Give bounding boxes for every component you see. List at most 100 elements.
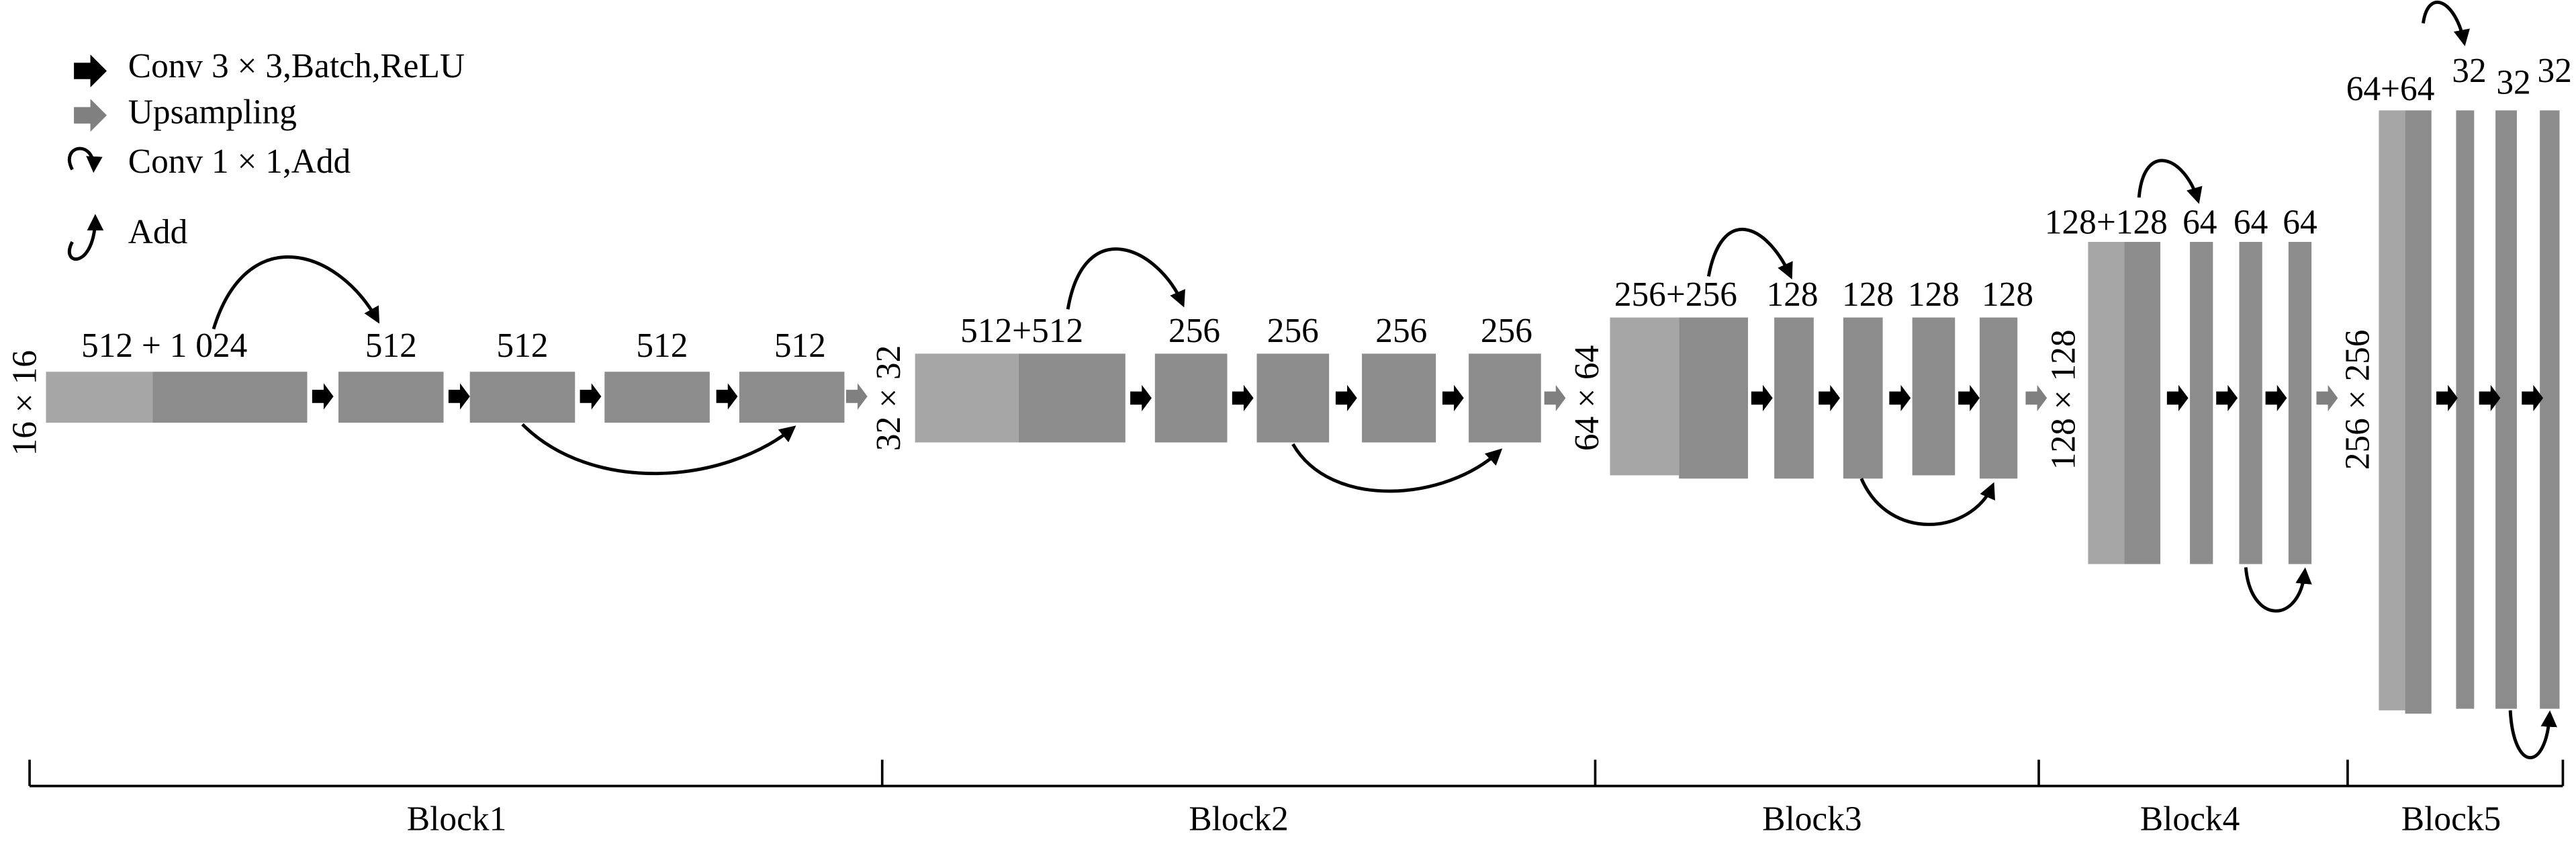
block-label: Block5 [2401,800,2501,838]
conv1-add-arrow [2422,0,2470,46]
channel-label: 128 [1842,275,1894,314]
channel-label: 256 [1168,312,1220,350]
channel-label: 64 [2234,203,2268,241]
conv-arrow [2216,384,2238,411]
conv-arrow [2522,384,2544,411]
block-scale [28,759,2565,787]
conv-arrow [2166,384,2189,411]
conv-arrow [2265,384,2287,411]
channel-label: 128+128 [2045,203,2168,241]
upsample-arrow [845,383,868,410]
feature-map [1912,317,1956,476]
feature-map [2495,110,2517,709]
resolution-label: 256 × 256 [2338,329,2377,470]
channel-label: 128 [1982,275,2033,314]
channel-label: 64+64 [2346,70,2435,108]
resolution-label: 16 × 16 [5,350,44,456]
conv-arrow [2479,384,2501,411]
feature-map-skip [2088,242,2125,564]
upsample-arrow [1544,384,1566,411]
add-arrow [1859,478,1995,526]
feature-map [338,372,444,423]
channel-label: 256+256 [1614,275,1737,314]
conv-arrow [1232,384,1254,411]
channel-label: 512 [496,327,548,365]
legend-label: Conv 1 × 1,Add [128,142,351,181]
feature-map [152,372,308,423]
feature-map [2239,242,2262,564]
conv1-add-arrow [212,255,380,330]
feature-map-skip [915,353,1019,443]
channel-label: 32 [2538,52,2572,90]
resolution-label: 32 × 32 [870,345,908,451]
resolution-label: 128 × 128 [2044,329,2082,470]
channel-label: 64 [2283,203,2317,241]
feature-map [2540,110,2560,709]
add-arrow [2508,710,2557,759]
conv-arrow [716,383,738,410]
feature-map [2288,242,2312,564]
feature-map [1679,317,1748,479]
channel-label: 512 + 1 024 [81,327,247,365]
conv-arrow [1335,384,1357,411]
legend-conv1-arrow [67,146,103,173]
add-arrow [521,423,796,476]
block-label: Block2 [1189,800,1288,838]
feature-map [1979,317,2018,479]
feature-map [1843,317,1883,479]
conv-arrow [1130,384,1152,411]
channel-label: 64 [2182,203,2217,241]
add-arrow [1291,443,1503,493]
channel-label: 512 [636,327,688,365]
conv-arrow [1819,384,1840,411]
channel-label: 256 [1267,312,1319,350]
resolution-label: 64 × 64 [1568,345,1606,451]
conv1-add-arrow [1066,247,1185,310]
channel-label: 512 [774,327,826,365]
channel-label: 512 [365,327,417,365]
channel-label: 128 [1767,275,1819,314]
feature-map [1256,353,1330,443]
block-label: Block3 [1762,800,1861,838]
block-label: Block4 [2140,800,2240,838]
feature-map [1154,353,1228,443]
feature-map [469,372,576,423]
feature-map [1774,317,1814,479]
feature-map [2456,110,2475,709]
feature-map [1362,353,1436,443]
conv-arrow [580,383,602,410]
conv-arrow [1889,384,1911,411]
conv-arrow [1442,384,1464,411]
conv-arrow [1751,384,1773,411]
feature-map-skip [46,372,153,423]
conv1-add-arrow [1706,227,1793,280]
feature-map [739,372,845,423]
legend-label: Upsampling [128,93,297,131]
conv1-add-arrow [2137,159,2203,204]
feature-map [1018,353,1125,443]
legend-label: Conv 3 × 3,Batch,ReLU [128,47,465,85]
conv-arrow [448,383,470,410]
feature-map [2124,242,2161,564]
feature-map [2190,242,2213,564]
feature-map [2405,110,2432,714]
conv-arrow [312,383,334,410]
upsample-arrow [2316,384,2338,411]
feature-map-skip [2379,110,2405,711]
block-label: Block1 [407,800,506,838]
channel-label: 512+512 [960,312,1083,350]
channel-label: 128 [1908,275,1960,314]
conv-arrow [2436,384,2458,411]
feature-map-skip [1610,317,1680,476]
feature-map [604,372,710,423]
legend-upsample-arrow [74,99,107,132]
add-arrow [2244,567,2312,613]
upsample-arrow [2025,384,2048,411]
legend-label: Add [128,213,188,251]
legend-add-arrow [67,214,104,261]
channel-label: 256 [1375,312,1427,350]
feature-map [1469,353,1541,443]
channel-label: 256 [1481,312,1532,350]
legend-conv-arrow [74,54,107,88]
